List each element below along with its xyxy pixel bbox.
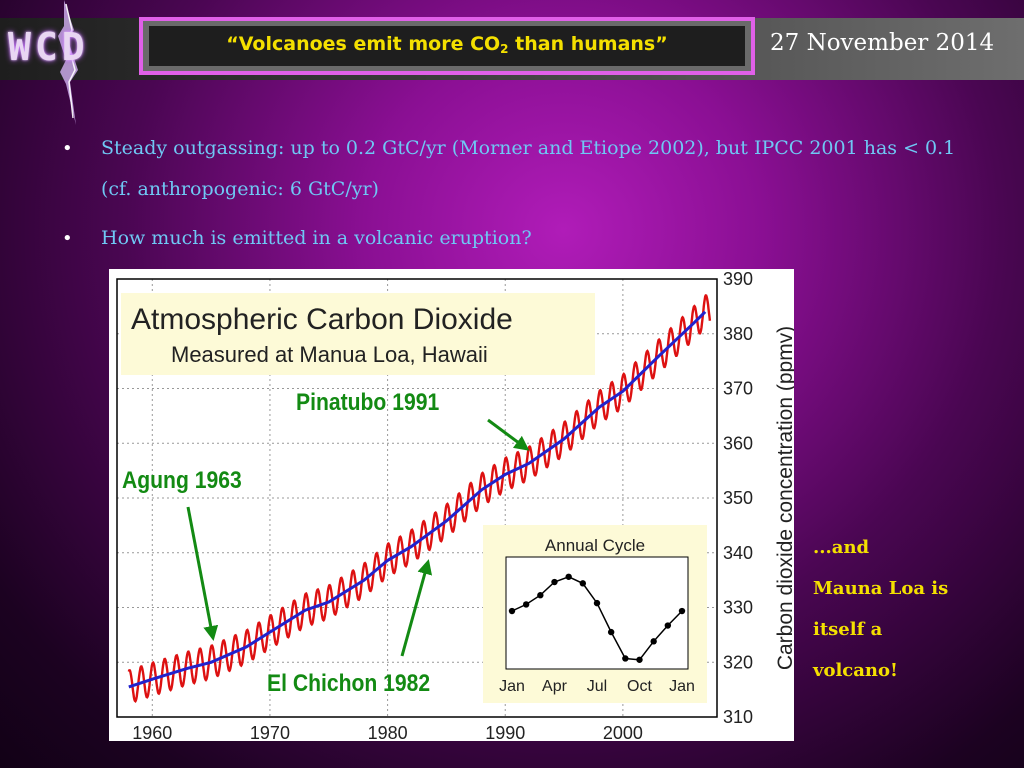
side-note-line: ...and <box>813 537 870 558</box>
bullet-dot-icon: • <box>62 138 73 159</box>
chart-subtitle: Measured at Manua Loa, Hawaii <box>171 342 488 367</box>
title-box: “Volcanoes emit more CO2 than humans” <box>139 17 755 75</box>
chart-title: Atmospheric Carbon Dioxide <box>131 303 513 336</box>
inset-tick-label: Oct <box>627 678 652 695</box>
chart-title-box: Atmospheric Carbon Dioxide Measured at M… <box>121 293 595 375</box>
side-note: ...and Mauna Loa is itself a volcano! <box>813 527 1013 691</box>
x-tick-label: 2000 <box>603 723 643 741</box>
inset-tick-label: Jan <box>499 678 525 695</box>
annual-cycle-point <box>522 601 530 608</box>
y-tick-label: 330 <box>723 598 753 618</box>
annual-cycle-point <box>579 580 587 587</box>
annual-cycle-point <box>593 599 601 607</box>
slide-date: 27 November 2014 <box>770 30 995 56</box>
y-tick-label: 340 <box>723 543 753 563</box>
inset-title: Annual Cycle <box>545 536 645 555</box>
annual-cycle-point <box>508 607 516 615</box>
x-tick-label: 1990 <box>485 723 525 741</box>
side-note-line: Mauna Loa is <box>813 578 949 599</box>
wcd-logo: WCD <box>8 25 89 69</box>
y-tick-label: 380 <box>723 324 753 344</box>
y-tick-label: 350 <box>723 488 753 508</box>
annual-cycle-point <box>607 628 615 636</box>
annual-cycle-points <box>508 573 686 663</box>
side-note-line: volcano! <box>813 660 898 681</box>
annual-cycle-point <box>551 578 558 586</box>
annual-cycle-point <box>636 656 643 663</box>
trend-co2-series <box>128 310 707 689</box>
bullet-item: • How much is emitted in a volcanic erupt… <box>62 218 982 259</box>
annual-cycle-point <box>537 592 544 599</box>
annotation-agung: Agung 1963 <box>122 467 242 494</box>
inset-tick-label: Jul <box>587 678 607 695</box>
y-axis-label: Carbon dioxide concentration (ppmv) <box>774 326 794 670</box>
plot-frame <box>116 278 718 718</box>
y-tick-label: 360 <box>723 433 753 453</box>
slide-title: “Volcanoes emit more CO2 than humans” <box>149 26 745 66</box>
annotation-el-chichon: El Chichon 1982 <box>267 670 431 697</box>
bullet-list: • Steady outgassing: up to 0.2 GtC/yr (Mo… <box>62 128 982 259</box>
y-tick-label: 390 <box>723 269 753 289</box>
co2-chart-svg: 1960 1970 1980 1990 2000 3103203303403503603… <box>116 269 797 743</box>
annual-cycle-point <box>622 655 629 662</box>
x-tick-label: 1960 <box>132 723 172 741</box>
inset-x-axis: Jan Apr Jul Oct Jan <box>499 678 695 695</box>
annual-cycle-point <box>664 622 672 629</box>
bullet-dot-icon: • <box>62 228 73 249</box>
bullet-item: • Steady outgassing: up to 0.2 GtC/yr (Mo… <box>62 128 982 210</box>
x-tick-label: 1970 <box>250 723 290 741</box>
annual-cycle-point <box>565 573 572 580</box>
annual-cycle-inset: Annual Cycle Jan Apr Jul Oct Jan <box>483 525 707 703</box>
y-tick-label: 320 <box>723 652 753 672</box>
lightning-icon <box>58 0 78 125</box>
seasonal-co2-series <box>127 294 712 704</box>
x-tick-label: 1980 <box>368 723 408 741</box>
annual-cycle-point <box>678 607 686 615</box>
y-tick-label: 310 <box>723 707 753 727</box>
y-tick-label: 370 <box>723 379 753 399</box>
x-axis: 1960 1970 1980 1990 2000 <box>132 723 643 743</box>
annual-cycle-point <box>650 638 657 645</box>
y-axis: 310 320 330 340 350 360 370 380 390 <box>723 269 753 727</box>
annotation-pinatubo: Pinatubo 1991 <box>296 389 440 416</box>
inset-tick-label: Apr <box>542 678 568 695</box>
co2-chart: 1960 1970 1980 1990 2000 310 320 330 340 350 360 3… <box>109 269 797 743</box>
side-note-line: itself a <box>813 619 883 640</box>
inset-tick-label: Jan <box>669 678 695 695</box>
